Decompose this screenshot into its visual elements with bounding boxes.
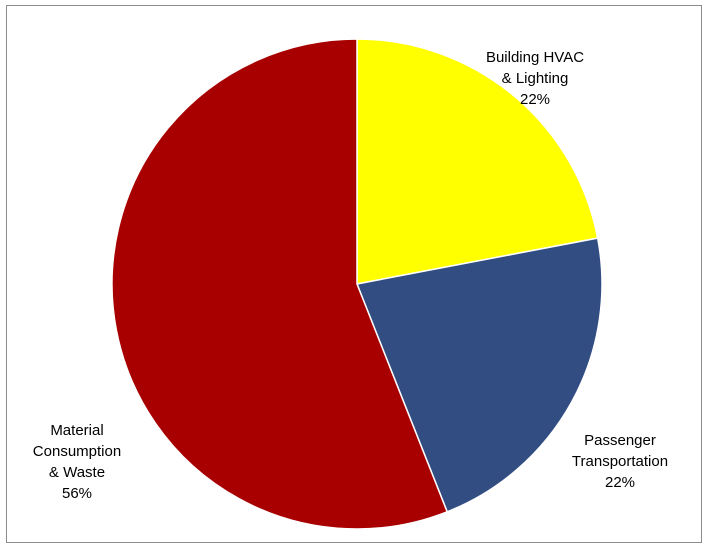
- slice-name-line: & Lighting: [502, 70, 569, 87]
- slice-label-2: Material Consumption & Waste 56%: [33, 422, 121, 502]
- slice-value-label: 22%: [605, 474, 635, 491]
- slice-value-label: 56%: [62, 485, 92, 502]
- slice-name-line: & Waste: [49, 464, 105, 481]
- slice-name-line: Passenger: [584, 432, 656, 449]
- slice-label-1: Passenger Transportation 22%: [572, 432, 668, 491]
- slice-name-line: Consumption: [33, 443, 121, 460]
- pie-slice-2: [111, 38, 449, 530]
- pie-slice-0: [356, 38, 599, 285]
- slice-name-line: Transportation: [572, 453, 668, 470]
- slice-value-label: 22%: [520, 91, 550, 108]
- slice-name-line: Material: [50, 422, 103, 439]
- pie-slice-1: [355, 237, 603, 513]
- slice-name-line: Building HVAC: [486, 49, 584, 66]
- slice-label-0: Building HVAC & Lighting 22%: [486, 49, 584, 108]
